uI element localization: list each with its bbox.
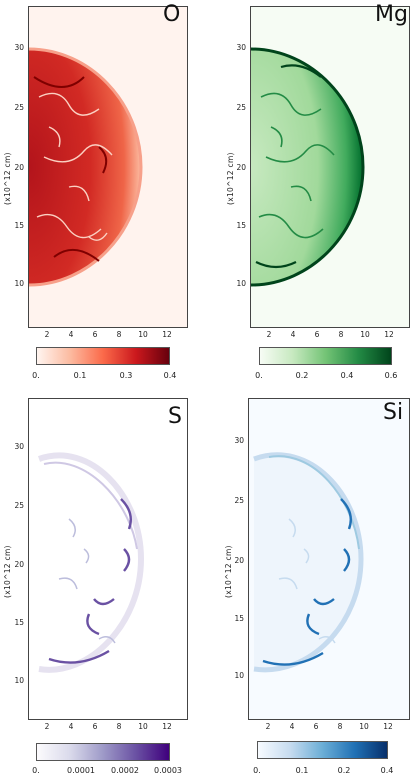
y-tick: 30 [14, 442, 24, 451]
y-tick: 10 [14, 676, 24, 685]
plot-area [250, 6, 410, 328]
heatmap-image [249, 399, 409, 719]
x-tick: 6 [314, 330, 320, 339]
x-tick: 10 [138, 330, 148, 339]
x-tick: 12 [383, 722, 393, 731]
x-tick: 2 [265, 722, 271, 731]
colorbar-tick: 0.4 [380, 766, 394, 775]
colorbar-tick: 0. [253, 766, 261, 775]
colorbar-tick: 0. [32, 766, 40, 775]
element-label: O [163, 2, 181, 27]
x-tick: 6 [92, 330, 98, 339]
y-tick: 25 [14, 501, 24, 510]
colorbar-tick: 0. [255, 371, 263, 380]
y-tick: 30 [14, 43, 24, 52]
y-tick: 30 [234, 436, 244, 445]
colorbar-tick: 0.0002 [111, 766, 139, 775]
y-tick: 25 [236, 103, 246, 112]
element-label: Mg [375, 2, 408, 27]
x-tick: 6 [313, 722, 319, 731]
colorbar-tick: 0.1 [73, 371, 87, 380]
colorbar-tick: 0.4 [163, 371, 177, 380]
x-tick: 4 [290, 330, 296, 339]
colorbar-tick: 0.3 [119, 371, 133, 380]
x-tick: 8 [337, 722, 343, 731]
y-tick: 15 [14, 618, 24, 627]
y-tick: 15 [234, 614, 244, 623]
element-label: Si [383, 400, 404, 425]
heatmap-image [29, 399, 187, 719]
heatmap-image [251, 7, 409, 327]
x-tick: 10 [138, 722, 148, 731]
y-tick: 20 [14, 163, 24, 172]
y-tick: 20 [234, 556, 244, 565]
colorbar-tick: 0.4 [340, 371, 354, 380]
colorbar-tick: 0.6 [384, 371, 398, 380]
element-label: S [168, 404, 182, 429]
x-tick: 8 [116, 330, 122, 339]
colorbar-tick: 0.2 [295, 371, 309, 380]
plot-area [28, 6, 188, 328]
x-tick: 8 [116, 722, 122, 731]
plot-area [248, 398, 410, 720]
x-tick: 12 [162, 722, 172, 731]
x-tick: 10 [360, 330, 370, 339]
y-tick: 10 [14, 279, 24, 288]
y-tick: 20 [14, 560, 24, 569]
x-tick: 6 [92, 722, 98, 731]
x-tick: 2 [266, 330, 272, 339]
colorbar-tick: 0. [32, 371, 40, 380]
colorbar-tick: 0.1 [295, 766, 309, 775]
y-tick: 25 [14, 103, 24, 112]
colorbar [259, 347, 392, 365]
x-tick: 12 [162, 330, 172, 339]
y-tick: 10 [236, 279, 246, 288]
x-tick: 4 [68, 330, 74, 339]
colorbar-tick: 0.2 [337, 766, 351, 775]
x-tick: 2 [44, 330, 50, 339]
x-tick: 8 [338, 330, 344, 339]
y-tick: 20 [236, 163, 246, 172]
colorbar-tick: 0.0001 [67, 766, 95, 775]
colorbar-tick: 0.0003 [154, 766, 182, 775]
colorbar [257, 741, 388, 759]
plot-area [28, 398, 188, 720]
x-tick: 12 [384, 330, 394, 339]
y-axis-label: (x10^12 cm) [226, 152, 235, 205]
y-axis-label: (x10^12 cm) [3, 152, 12, 205]
x-tick: 2 [44, 722, 50, 731]
y-tick: 10 [234, 671, 244, 680]
x-tick: 4 [68, 722, 74, 731]
colorbar [36, 347, 170, 365]
x-tick: 10 [359, 722, 369, 731]
y-tick: 30 [236, 43, 246, 52]
x-tick: 4 [289, 722, 295, 731]
y-tick: 25 [234, 496, 244, 505]
colorbar [36, 743, 170, 761]
y-tick: 15 [236, 221, 246, 230]
y-axis-label: (x10^12 cm) [3, 545, 12, 598]
heatmap-image [29, 7, 187, 327]
y-tick: 15 [14, 221, 24, 230]
y-axis-label: (x10^12 cm) [224, 545, 233, 598]
